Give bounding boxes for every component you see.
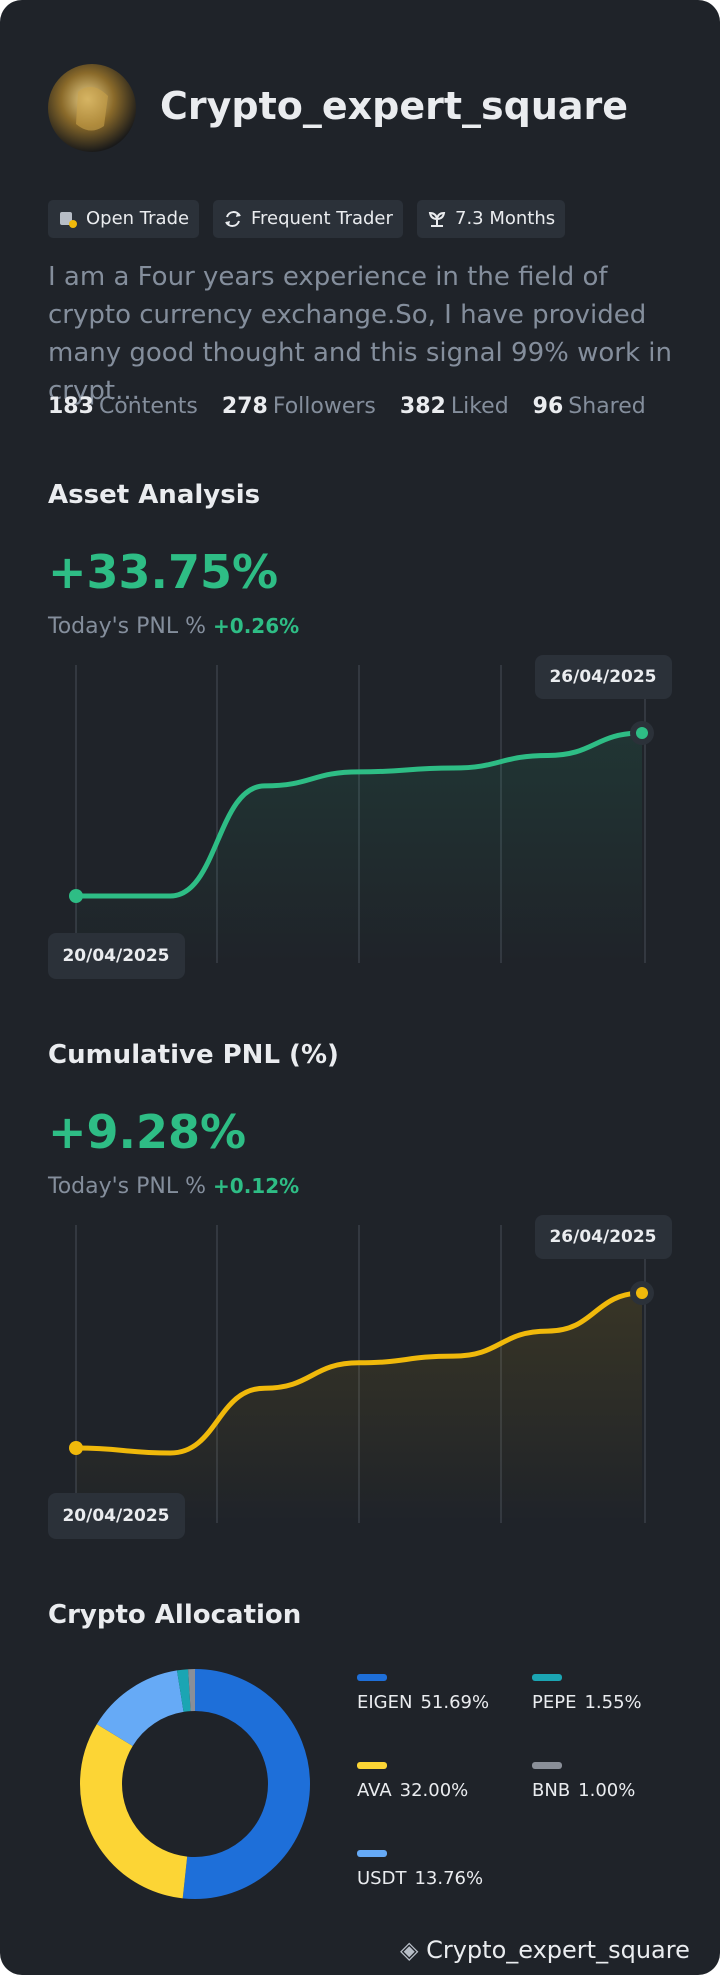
area-fill <box>76 1293 642 1523</box>
area-fill <box>76 733 642 963</box>
stat-label: Shared <box>568 394 646 419</box>
tag: 7.3 Months <box>417 200 566 238</box>
headline-value: +9.28% <box>48 1105 247 1159</box>
point <box>636 1287 648 1299</box>
date-label: 26/04/2025 <box>549 667 656 687</box>
stat-value: 278 <box>221 394 268 419</box>
stat-label: Followers <box>272 394 376 419</box>
donut-segment <box>80 1669 310 1899</box>
stat-value: 96 <box>532 394 564 419</box>
tag-icon <box>225 211 241 227</box>
tag-icon <box>428 211 446 227</box>
date-label: 20/04/2025 <box>62 1506 169 1526</box>
legend-swatch <box>357 1762 387 1769</box>
legend-name: PEPE <box>532 1692 576 1713</box>
stat-value: 183 <box>48 394 94 419</box>
legend-name: AVA <box>357 1780 392 1801</box>
point <box>636 727 648 739</box>
watermark-text: Crypto_expert_square <box>426 1936 690 1964</box>
stats: 183 Contents 278 Followers 382 Liked 96 Shared <box>48 394 670 419</box>
date-tooltip <box>535 655 672 699</box>
tag: Open Trade <box>48 200 200 238</box>
legend-swatch <box>357 1850 387 1857</box>
today-pnl: Today's PNL % +0.26% <box>48 614 299 639</box>
tag-text: Open Trade <box>86 208 190 229</box>
tag-text: 7.3 Months <box>455 208 556 229</box>
username[interactable]: Crypto_expert_square <box>160 84 629 128</box>
legend-label: EIGEN 51.69% <box>357 1692 489 1713</box>
today-pnl-label: Today's PNL % <box>48 1174 207 1199</box>
bio: I am a Four years experience in the fiel… <box>48 262 672 406</box>
tag-icon <box>60 212 77 228</box>
date-label: 26/04/2025 <box>549 1227 656 1247</box>
point <box>69 889 83 903</box>
legend-label: PEPE 1.55% <box>532 1692 642 1713</box>
tag-text: Frequent Trader <box>251 208 393 229</box>
tag: Frequent Trader <box>213 200 403 238</box>
date-tooltip <box>48 933 185 979</box>
today-pnl-value: +0.12% <box>213 1174 300 1198</box>
legend-value: 1.55% <box>584 1692 641 1713</box>
date-label: 20/04/2025 <box>62 946 169 966</box>
date-tooltip <box>535 1215 672 1259</box>
stat-label: Liked <box>450 394 509 419</box>
date-tooltip <box>48 1493 185 1539</box>
legend-label: BNB 1.00% <box>532 1780 635 1801</box>
legend-value: 32.00% <box>400 1780 469 1801</box>
legend-label: AVA 32.00% <box>357 1780 468 1801</box>
today-pnl-value: +0.26% <box>213 614 300 638</box>
legend-label: USDT 13.76% <box>357 1868 483 1889</box>
legend-value: 1.00% <box>578 1780 635 1801</box>
watermark: ◈ Crypto_expert_square <box>400 1936 690 1964</box>
section-title: Crypto Allocation <box>48 1600 302 1630</box>
line <box>73 730 645 899</box>
legend-name: BNB <box>532 1780 570 1801</box>
watermark-logo: ◈ <box>400 1936 427 1964</box>
line <box>73 1290 645 1456</box>
legend-value: 51.69% <box>420 1692 489 1713</box>
today-pnl-label: Today's PNL % <box>48 614 207 639</box>
legend-swatch <box>357 1674 387 1681</box>
stat-label: Contents <box>98 394 198 419</box>
legend-value: 13.76% <box>414 1868 483 1889</box>
section-title: Asset Analysis <box>48 480 261 510</box>
point <box>69 1440 83 1455</box>
legend-name: EIGEN <box>357 1692 412 1713</box>
section-title: Cumulative PNL (%) <box>48 1040 339 1070</box>
legend-name: USDT <box>357 1868 407 1889</box>
avatar-figure <box>76 86 108 131</box>
today-pnl: Today's PNL % +0.12% <box>48 1174 299 1199</box>
legend-swatch <box>532 1762 562 1769</box>
headline-value: +33.75% <box>48 545 279 599</box>
legend-swatch <box>532 1674 562 1681</box>
stat-value: 382 <box>399 394 446 419</box>
donut-segment <box>80 1669 310 1899</box>
